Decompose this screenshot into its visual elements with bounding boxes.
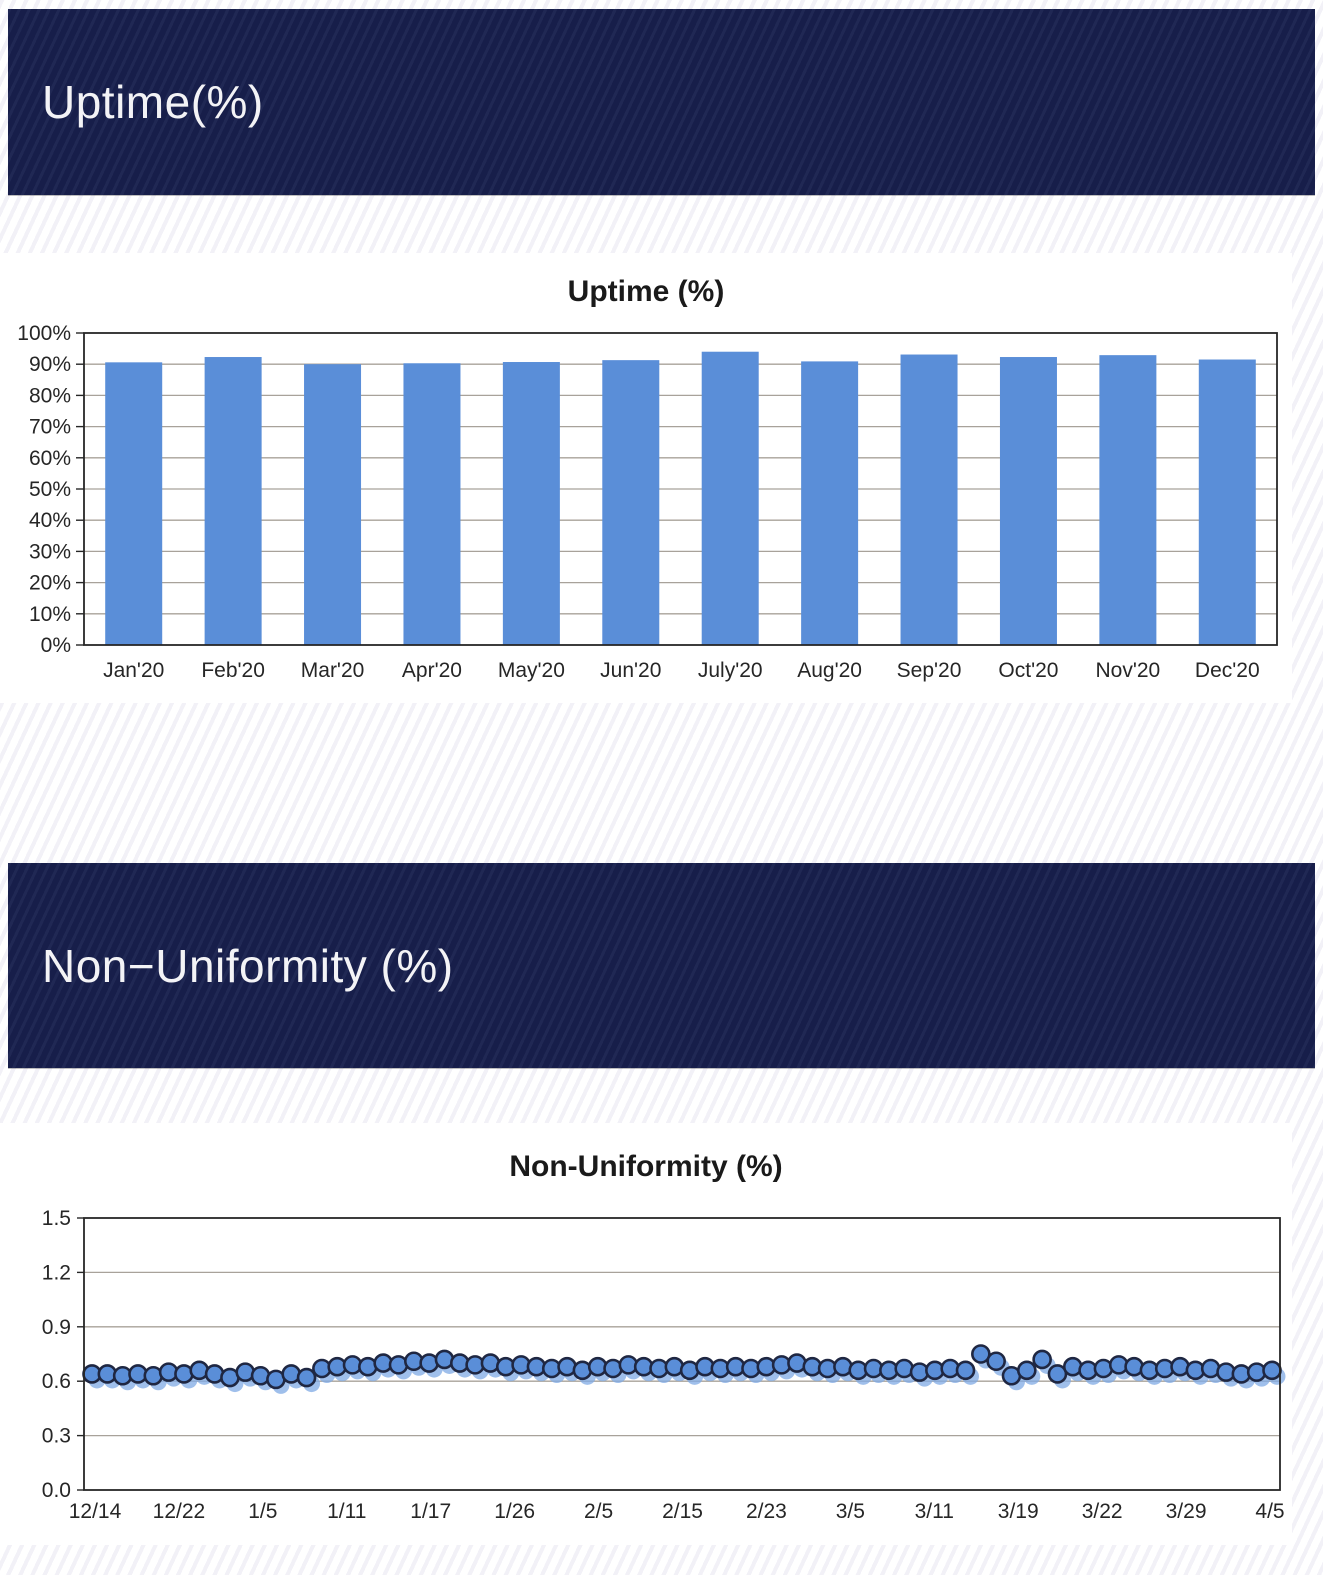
- data-point: [1262, 1360, 1282, 1381]
- bar: [304, 364, 362, 645]
- y-tick-label: 90%: [29, 353, 71, 376]
- x-tick-label: 3/19: [998, 1500, 1039, 1523]
- x-tick-label: 12/14: [69, 1500, 122, 1523]
- data-point: [986, 1351, 1006, 1372]
- uptime-bar-chart: 0% 10% 20% 30% 40% 50% 60% 70% 80% 90% 100% Jan'20 F…: [17, 323, 1278, 682]
- y-tick-label: 50%: [29, 478, 71, 501]
- y-tick-label: 40%: [29, 509, 71, 532]
- y-tick-label: 60%: [29, 447, 71, 470]
- bar: [1198, 359, 1256, 645]
- x-tick-label: May'20: [498, 659, 565, 682]
- x-tick-label: 3/29: [1166, 1500, 1207, 1523]
- x-tick-label: 1/17: [410, 1500, 451, 1523]
- bar: [602, 360, 660, 645]
- uptime-chart-panel: Uptime (%) 0% 10% 20% 30% 40% 50% 60% 70% 80% 90%…: [0, 253, 1292, 703]
- y-tick-label: 1.2: [42, 1261, 71, 1284]
- y-tick-label: 100%: [17, 323, 71, 345]
- bar: [999, 357, 1057, 645]
- data-point: [971, 1344, 991, 1364]
- bar: [801, 361, 859, 645]
- data-point: [955, 1360, 976, 1381]
- x-tick-label: Sep'20: [897, 659, 962, 682]
- nonuniformity-banner: Non−Uniformity (%): [8, 863, 1315, 1068]
- x-tick-label: 2/5: [584, 1500, 613, 1523]
- bar: [204, 357, 262, 645]
- data-point: [1032, 1349, 1052, 1370]
- x-tick-label: Nov'20: [1096, 659, 1161, 682]
- x-tick-label: Aug'20: [797, 659, 862, 682]
- x-tick-label: 1/26: [494, 1500, 535, 1523]
- x-tick-label: 3/11: [915, 1500, 954, 1523]
- data-point: [1047, 1364, 1068, 1384]
- x-tick-label: Feb'20: [201, 659, 265, 682]
- uptime-banner-label: Uptime(%): [42, 76, 264, 128]
- bar: [403, 363, 461, 645]
- uptime-banner: Uptime(%): [8, 9, 1315, 195]
- nonuniformity-chart-title: Non-Uniformity (%): [509, 1150, 783, 1183]
- x-tick-label: July'20: [698, 659, 763, 682]
- bar: [502, 362, 560, 645]
- x-tick-label: 2/15: [662, 1500, 703, 1523]
- x-tick-label: 1/11: [327, 1500, 366, 1523]
- bar: [1099, 355, 1157, 645]
- y-tick-label: 20%: [29, 572, 71, 595]
- x-tick-label: Mar'20: [301, 659, 365, 682]
- data-point: [296, 1367, 317, 1388]
- x-tick-label: Apr'20: [402, 659, 462, 682]
- y-tick-label: 0.6: [42, 1370, 71, 1393]
- x-tick-label: Dec'20: [1195, 659, 1260, 682]
- plot-border: [83, 332, 1278, 646]
- nonuniformity-scatter-chart: 0.0 0.3 0.6 0.9 1.2 1.5 12/14 12/22 1/5 1/11 1/17 1…: [42, 1208, 1286, 1523]
- x-tick-label: Jan'20: [103, 659, 164, 682]
- y-tick-label: 0.9: [42, 1316, 71, 1339]
- y-tick-label: 1.5: [42, 1208, 71, 1230]
- x-tick-label: 4/5: [1255, 1500, 1284, 1523]
- x-tick-label: 3/5: [836, 1500, 865, 1523]
- plot-border: [83, 1217, 1281, 1491]
- y-tick-label: 70%: [29, 416, 71, 439]
- y-tick-label: 10%: [29, 603, 71, 626]
- y-tick-label: 0.3: [42, 1425, 71, 1448]
- x-tick-label: 3/22: [1082, 1500, 1123, 1523]
- nonuniformity-chart-panel: Non-Uniformity (%) 0.0 0.3 0.6 0.9 1.2 1.5 12/…: [0, 1123, 1292, 1545]
- y-tick-label: 0.0: [42, 1479, 71, 1502]
- bar: [701, 351, 759, 645]
- y-tick-label: 80%: [29, 384, 71, 407]
- data-point: [1017, 1360, 1037, 1381]
- x-tick-label: 12/22: [153, 1500, 206, 1523]
- x-tick-label: Oct'20: [998, 659, 1058, 682]
- bar: [900, 354, 958, 645]
- y-tick-label: 0%: [41, 634, 71, 657]
- y-tick-label: 30%: [29, 540, 71, 563]
- x-tick-label: Jun'20: [600, 659, 661, 682]
- nonuniformity-banner-label: Non−Uniformity (%): [42, 939, 454, 992]
- uptime-chart-title: Uptime (%): [567, 275, 725, 308]
- x-tick-label: 2/23: [746, 1500, 787, 1523]
- x-tick-label: 1/5: [248, 1500, 277, 1523]
- bar: [105, 362, 163, 645]
